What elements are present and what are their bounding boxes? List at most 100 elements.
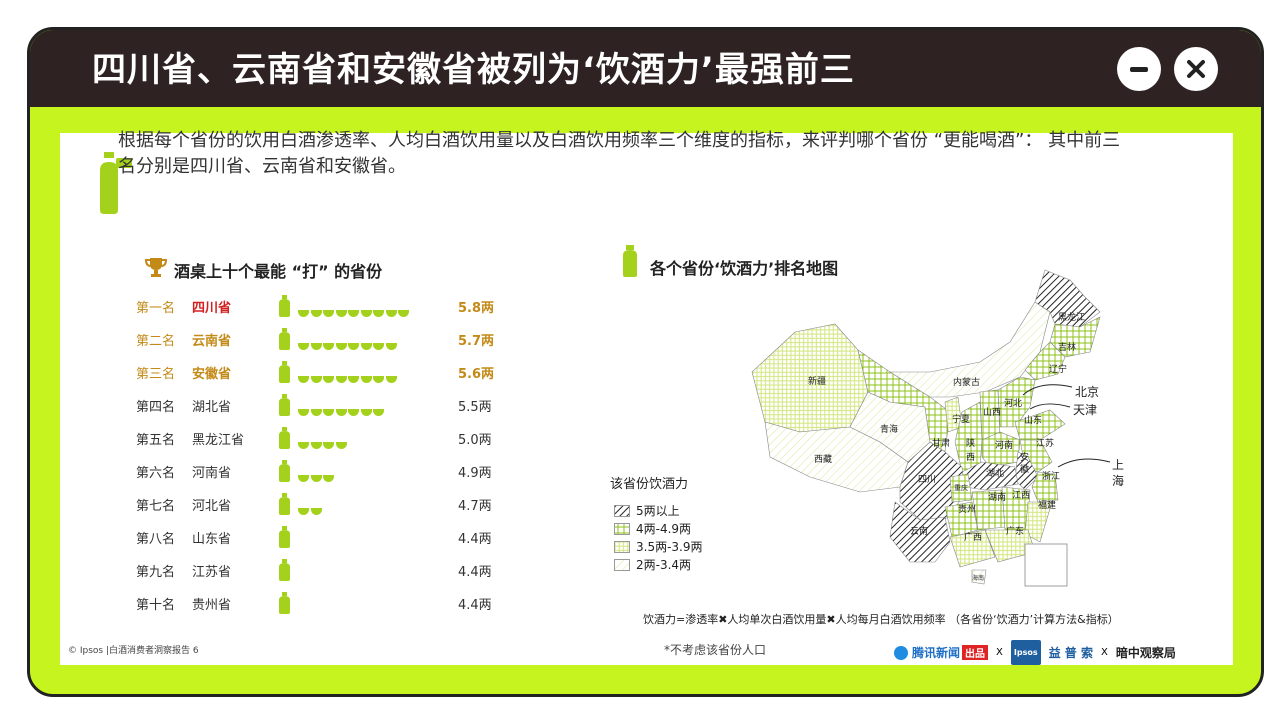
map-label-jiangsu: 江苏 <box>1036 437 1054 449</box>
province-label: 黑龙江省 <box>192 433 245 448</box>
province-label: 湖北省 <box>192 400 232 415</box>
legend-item-mid: 4两-4.9两 <box>614 520 691 537</box>
map-label-hebei: 河北 <box>1004 397 1022 409</box>
minus-icon <box>1130 66 1148 72</box>
amount-label: 4.4两 <box>458 532 492 547</box>
region-shandong <box>1014 409 1066 441</box>
ipsos-logo: Ipsos <box>1010 640 1041 665</box>
legend-label: 2两-3.4两 <box>636 558 692 572</box>
province-label: 贵州省 <box>192 598 232 613</box>
rank-row: 第三名 安徽省 5.6两 <box>136 359 496 387</box>
right-section-title: 各个省份‘饮酒力’排名地图 <box>650 259 839 278</box>
rank-label: 第十名 <box>136 598 176 613</box>
cup-mark <box>373 310 384 317</box>
cup-bar <box>278 526 298 548</box>
cup-mark <box>310 343 322 350</box>
legend-label: 4两-4.9两 <box>636 522 692 536</box>
rank-row: 第八名 山东省 4.4两 <box>136 524 496 552</box>
map-label-guizhou: 贵州 <box>958 503 976 515</box>
rank-row: 第七名 河北省 4.7两 <box>136 491 496 519</box>
map-label-tianjin: 天津 <box>1073 403 1097 417</box>
cup-mark <box>298 376 309 383</box>
cup-mark <box>335 442 347 449</box>
amount-label: 4.4两 <box>458 565 492 580</box>
observe-bureau-logo: 暗中观察局 <box>1115 646 1176 660</box>
map-label-gansu: 甘肃 <box>932 437 950 449</box>
map-label-hainan: 海南 <box>972 574 984 582</box>
china-map: 黑龙江 吉林 辽宁 内蒙古 新疆 北京 天津 河北 山西 山东 宁夏 青海 甘肃… <box>751 269 1124 587</box>
bottle-icon <box>623 245 637 277</box>
cross-mark: X <box>996 647 1003 658</box>
cup-mark <box>323 310 334 317</box>
cup-mark <box>335 409 347 416</box>
region-guizhou <box>944 501 979 538</box>
tencent-logo <box>894 645 908 660</box>
map-label-ningxia: 宁夏 <box>952 413 970 425</box>
bottle-icon <box>279 592 290 614</box>
map-label-fujian: 福建 <box>1038 499 1056 511</box>
close-icon <box>1187 60 1205 78</box>
region-liaoning <box>1024 341 1066 381</box>
map-label-anhui-2: 徽 <box>1020 463 1029 475</box>
amount-label: 4.7两 <box>458 499 492 514</box>
region-fujian <box>1024 501 1053 543</box>
bottle-icon <box>279 559 290 581</box>
cup-mark <box>348 310 359 317</box>
cup-mark <box>298 310 309 317</box>
legend-swatch <box>614 522 630 535</box>
cup-mark <box>310 310 322 317</box>
cup-mark <box>310 475 322 482</box>
yipusuo-text: 益 普 索 <box>1048 646 1093 660</box>
cross-mark: X <box>1100 647 1108 658</box>
map-label-shaanxi-2: 西 <box>966 452 975 463</box>
rank-label: 第二名 <box>136 334 176 349</box>
cup-mark <box>298 508 309 515</box>
cup-bar <box>278 493 323 515</box>
legend-swatch <box>614 558 630 571</box>
map-label-henan: 河南 <box>995 439 1013 451</box>
cup-bar <box>278 295 411 317</box>
tencent-badge: 出品 <box>962 645 989 660</box>
map-label-jiangxi: 江西 <box>1012 490 1030 501</box>
left-section-title: 酒桌上十个最能 “打” 的省份 <box>174 262 383 281</box>
minimize-button[interactable] <box>1117 47 1161 91</box>
amount-label: 5.5两 <box>458 400 492 415</box>
map-label-shanghai-1: 上 <box>1112 458 1124 472</box>
bottle-icon <box>279 493 290 515</box>
cup-mark <box>348 409 359 416</box>
map-label-chongqing: 重庆 <box>954 483 968 492</box>
map-label-zhejiang: 浙江 <box>1042 470 1060 482</box>
legend-label: 3.5两-3.9两 <box>636 540 703 554</box>
cup-mark <box>360 376 372 383</box>
rank-row: 第六名 河南省 4.9两 <box>136 458 496 486</box>
cup-bar <box>278 559 298 581</box>
legend-item-low: 3.5两-3.9两 <box>614 538 703 555</box>
legend-title: 该省份饮酒力 <box>610 477 689 492</box>
cup-mark <box>335 376 347 383</box>
bottle-icon <box>279 328 290 350</box>
province-label: 河北省 <box>192 499 232 514</box>
trophy-icon <box>144 258 168 277</box>
rank-row: 第九名 江苏省 4.4两 <box>136 557 496 585</box>
cup-mark <box>310 442 322 449</box>
map-label-shaanxi-1: 陕 <box>966 437 975 449</box>
amount-label: 5.8两 <box>458 301 495 316</box>
cup-mark <box>323 343 334 350</box>
close-button[interactable] <box>1174 47 1218 91</box>
map-label-heilongjiang: 黑龙江 <box>1058 311 1085 323</box>
region-chongqing <box>949 473 973 503</box>
region-neimenggu <box>888 301 1051 398</box>
province-label: 山东省 <box>192 532 232 547</box>
region-hebei <box>997 376 1036 428</box>
region-yunnan <box>889 501 951 563</box>
province-label: 江苏省 <box>192 565 232 580</box>
tencent-news-text: 腾讯新闻 <box>912 646 961 660</box>
map-label-anhui-1: 安 <box>1020 451 1029 463</box>
amount-label: 5.7两 <box>458 334 495 349</box>
cup-mark <box>360 310 372 317</box>
cup-mark <box>310 409 322 416</box>
cup-mark <box>398 310 409 317</box>
map-label-guangxi: 广西 <box>964 531 982 543</box>
cup-mark <box>323 376 334 383</box>
legend-item-min: 2两-3.4两 <box>614 556 691 573</box>
